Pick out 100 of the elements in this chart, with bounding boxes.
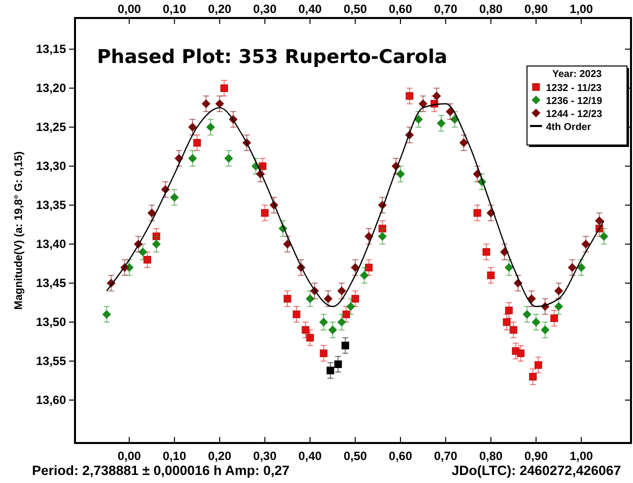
- point: [144, 256, 152, 264]
- y-tick-label: 13,50: [36, 315, 66, 330]
- x-tick-label: 0,90: [524, 2, 548, 16]
- x-tick-label: 0,50: [344, 2, 368, 16]
- point: [302, 326, 310, 334]
- point: [170, 192, 179, 202]
- y-axis-title: Magnitude(V) (a: 19,8° G: 0,15): [13, 150, 25, 310]
- text: Period: 2,738881 ± 0,000016 h Amp: 0,27: [32, 463, 290, 478]
- point: [516, 350, 525, 358]
- point: [459, 138, 468, 148]
- point: [261, 209, 269, 217]
- point: [337, 286, 346, 296]
- point: [365, 264, 373, 272]
- x-tick-label: 0,60: [388, 2, 412, 16]
- point: [554, 286, 564, 296]
- point: [594, 216, 604, 226]
- x-tick-label: 0,20: [208, 2, 232, 16]
- point: [283, 240, 292, 249]
- point: [576, 263, 586, 272]
- point: [326, 366, 334, 374]
- point: [487, 272, 495, 280]
- y-tick-label: 13,45: [36, 276, 66, 290]
- point: [220, 84, 228, 92]
- x2-tick-label: 1,00: [570, 449, 594, 463]
- point: [396, 170, 405, 178]
- x2-tick-label: 0,20: [208, 449, 232, 463]
- point: [554, 302, 564, 311]
- x2-tick-label: 0,90: [524, 449, 548, 463]
- point: [504, 263, 514, 272]
- point: [193, 138, 201, 147]
- y-tick-label: 13,55: [36, 354, 66, 368]
- point: [188, 154, 197, 163]
- point: [292, 310, 300, 318]
- point: [418, 99, 428, 108]
- point: [600, 232, 608, 241]
- point: [306, 334, 314, 342]
- y-tick-label: 13,25: [36, 120, 66, 134]
- point: [540, 326, 550, 334]
- point: [532, 318, 540, 327]
- point: [346, 302, 356, 311]
- point: [284, 294, 292, 303]
- point: [350, 263, 360, 272]
- x-tick-label: 1,00: [570, 2, 594, 16]
- point: [152, 240, 161, 249]
- y-tick-label: 13,15: [36, 42, 66, 56]
- legend-title: Year: 2023: [552, 69, 602, 80]
- point: [406, 92, 414, 100]
- point: [324, 294, 333, 304]
- point: [568, 263, 577, 272]
- point: [188, 122, 197, 132]
- x-tick-label: 0,00: [118, 2, 142, 16]
- point: [342, 342, 350, 350]
- legend-label: 4th Order: [546, 122, 592, 133]
- y-tick-label: 13,60: [36, 393, 66, 408]
- point: [360, 270, 369, 280]
- x2-tick-label: 0,80: [479, 449, 503, 463]
- point: [378, 232, 387, 241]
- x-tick-label: 0,70: [434, 2, 458, 16]
- x2-tick-label: 0,40: [298, 449, 322, 463]
- y-tick-label: 13,35: [36, 198, 66, 212]
- text: JDo(LTC): 2460272,426067: [452, 463, 621, 478]
- x-tick-label: 0,80: [479, 2, 503, 16]
- point: [215, 99, 224, 108]
- y-tick-label: 13,20: [36, 81, 66, 96]
- y-tick-label: 13,30: [36, 159, 66, 174]
- point: [138, 248, 148, 256]
- text: Phased Plot: 353 Ruperto-Carola: [97, 46, 448, 68]
- x-tick-label: 0,40: [298, 2, 322, 16]
- point: [534, 361, 542, 369]
- point: [581, 240, 590, 249]
- point: [450, 115, 460, 124]
- point: [510, 326, 518, 334]
- x2-tick-label: 0,70: [434, 449, 458, 463]
- point: [414, 115, 423, 124]
- point: [527, 294, 536, 304]
- point: [320, 350, 328, 358]
- point: [351, 294, 360, 303]
- legend-label: 1232 - 11/23: [546, 83, 602, 94]
- x2-tick-label: 0,50: [344, 449, 368, 463]
- point: [334, 360, 342, 368]
- point: [529, 372, 537, 381]
- point: [342, 310, 350, 318]
- point: [550, 314, 558, 322]
- point: [522, 310, 532, 319]
- point: [102, 310, 112, 319]
- x-tick-label: 0,10: [162, 2, 186, 16]
- point: [202, 99, 210, 108]
- legend-label: 1244 - 12/23: [546, 109, 603, 120]
- point: [224, 154, 234, 163]
- x2-tick-label: 0,30: [253, 449, 277, 463]
- point: [147, 208, 156, 218]
- point: [337, 318, 346, 327]
- point: [306, 294, 314, 304]
- point: [474, 209, 482, 217]
- x2-tick-label: 0,60: [388, 449, 412, 463]
- point: [436, 118, 446, 128]
- x2-tick-label: 0,00: [118, 449, 142, 463]
- y-tick-label: 13,40: [36, 237, 66, 252]
- point: [328, 326, 338, 334]
- point: [319, 318, 328, 327]
